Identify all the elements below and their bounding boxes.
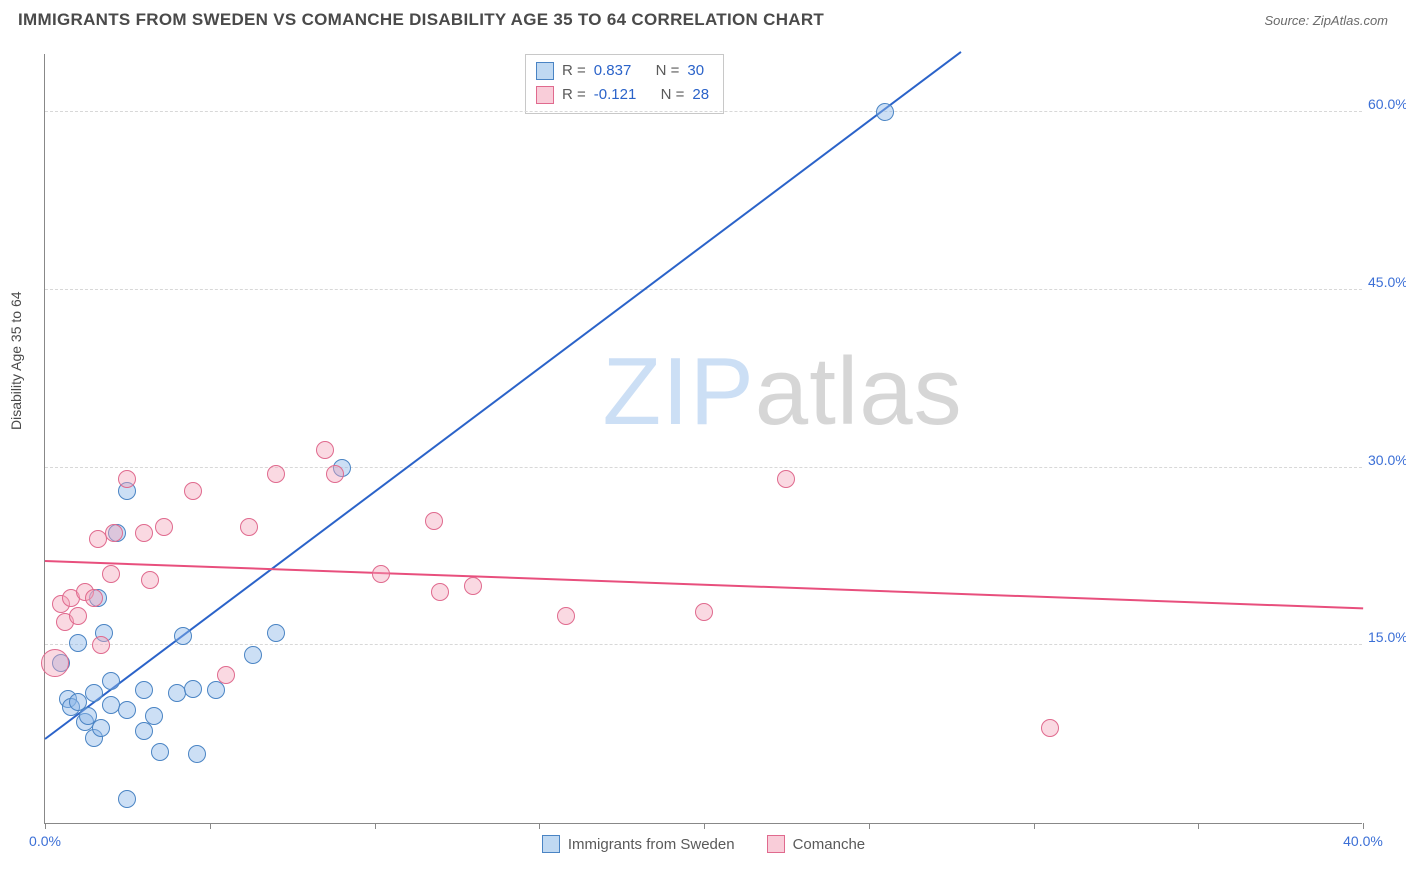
stats-row-series-2: R = -0.121 N = 28 [536, 83, 709, 107]
data-point [118, 470, 136, 488]
data-point [431, 583, 449, 601]
swatch-pink-icon [767, 835, 785, 853]
data-point [207, 681, 225, 699]
legend-item-series-2: Comanche [767, 835, 866, 853]
data-point [876, 103, 894, 121]
chart-title: IMMIGRANTS FROM SWEDEN VS COMANCHE DISAB… [18, 10, 824, 30]
stat-n-series-2: 28 [692, 83, 709, 107]
data-point [316, 441, 334, 459]
data-point [89, 530, 107, 548]
swatch-pink-icon [536, 86, 554, 104]
source-attribution: Source: ZipAtlas.com [1264, 13, 1388, 28]
data-point [372, 565, 390, 583]
data-point [135, 524, 153, 542]
data-point [85, 684, 103, 702]
legend-item-series-1: Immigrants from Sweden [542, 835, 735, 853]
data-point [105, 524, 123, 542]
data-point [151, 743, 169, 761]
data-point [184, 482, 202, 500]
data-point [145, 707, 163, 725]
data-point [102, 696, 120, 714]
gridline-horizontal [45, 289, 1362, 290]
gridline-horizontal [45, 644, 1362, 645]
data-point [464, 577, 482, 595]
stat-label-r: R = [562, 59, 586, 83]
data-point [217, 666, 235, 684]
data-point [777, 470, 795, 488]
legend-label-series-1: Immigrants from Sweden [568, 836, 735, 853]
stats-row-series-1: R = 0.837 N = 30 [536, 59, 709, 83]
x-tick [539, 823, 540, 829]
stats-legend-box: R = 0.837 N = 30 R = -0.121 N = 28 [525, 54, 724, 114]
data-point [41, 649, 69, 677]
watermark-atlas: atlas [755, 338, 963, 445]
data-point [155, 518, 173, 536]
x-tick [45, 823, 46, 829]
y-tick-label: 15.0% [1368, 629, 1406, 645]
stat-label-n: N = [661, 83, 685, 107]
swatch-blue-icon [536, 62, 554, 80]
x-tick-label: 40.0% [1343, 833, 1383, 849]
data-point [69, 607, 87, 625]
y-axis-label: Disability Age 35 to 64 [8, 291, 24, 430]
data-point [168, 684, 186, 702]
x-tick [210, 823, 211, 829]
gridline-horizontal [45, 467, 1362, 468]
x-tick [869, 823, 870, 829]
data-point [267, 624, 285, 642]
data-point [118, 701, 136, 719]
x-tick [1198, 823, 1199, 829]
data-point [118, 790, 136, 808]
x-tick [1034, 823, 1035, 829]
watermark: ZIPatlas [602, 337, 962, 447]
data-point [174, 627, 192, 645]
data-point [135, 681, 153, 699]
data-point [326, 465, 344, 483]
data-point [85, 589, 103, 607]
x-tick-label: 0.0% [29, 833, 61, 849]
x-tick [1363, 823, 1364, 829]
x-tick [375, 823, 376, 829]
data-point [425, 512, 443, 530]
legend-bottom: Immigrants from Sweden Comanche [45, 835, 1362, 853]
data-point [267, 465, 285, 483]
stat-r-series-1: 0.837 [594, 59, 632, 83]
gridline-horizontal [45, 111, 1362, 112]
data-point [188, 745, 206, 763]
stat-n-series-1: 30 [687, 59, 704, 83]
y-tick-label: 60.0% [1368, 96, 1406, 112]
correlation-chart: ZIPatlas R = 0.837 N = 30 R = -0.121 N =… [44, 54, 1362, 824]
data-point [141, 571, 159, 589]
data-point [92, 636, 110, 654]
x-tick [704, 823, 705, 829]
stat-label-n: N = [656, 59, 680, 83]
data-point [102, 565, 120, 583]
stat-r-series-2: -0.121 [594, 83, 637, 107]
data-point [1041, 719, 1059, 737]
data-point [240, 518, 258, 536]
data-point [184, 680, 202, 698]
data-point [102, 672, 120, 690]
data-point [92, 719, 110, 737]
watermark-zip: ZIP [602, 338, 754, 445]
swatch-blue-icon [542, 835, 560, 853]
data-point [244, 646, 262, 664]
y-tick-label: 30.0% [1368, 452, 1406, 468]
data-point [557, 607, 575, 625]
data-point [69, 634, 87, 652]
stat-label-r: R = [562, 83, 586, 107]
legend-label-series-2: Comanche [793, 836, 866, 853]
y-tick-label: 45.0% [1368, 274, 1406, 290]
data-point [695, 603, 713, 621]
